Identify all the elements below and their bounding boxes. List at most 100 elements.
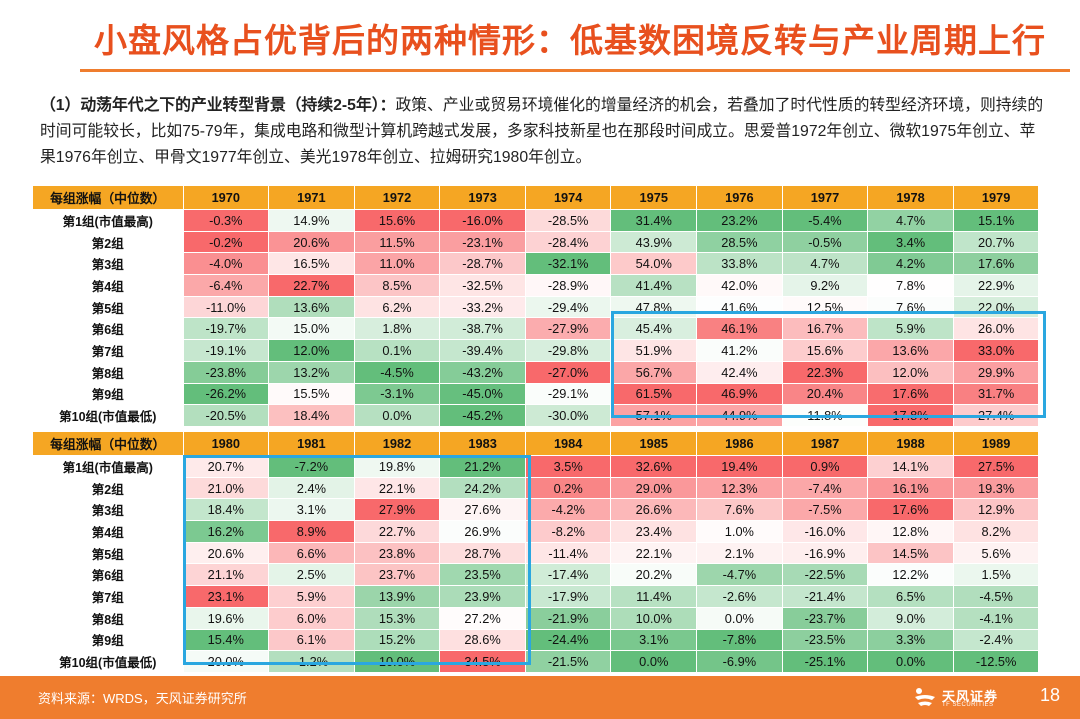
- table-row: 第9组 -26.2% 15.5% -3.1% -45.0% -29.1% 61.5% 46.9…: [33, 383, 1040, 406]
- value-cell: 27.2%: [439, 607, 526, 630]
- table-row: 第10组(市值最低) 20.0% -1.2% 10.0% 34.5% -21.5% 0.0%…: [33, 650, 1040, 673]
- value-cell: 13.6%: [867, 339, 954, 362]
- row-label: 第10组(市值最低): [33, 404, 184, 427]
- year-header-1980: 1980: [183, 432, 270, 456]
- value-cell: -16.0%: [439, 209, 526, 232]
- value-cell: 56.7%: [610, 361, 698, 384]
- value-cell: 0.0%: [696, 607, 783, 630]
- table-row: 第3组 -4.0% 16.5% 11.0% -28.7% -32.1% 54.0% 33.8%…: [33, 252, 1040, 276]
- value-cell: -23.8%: [183, 361, 270, 384]
- value-cell: 19.6%: [183, 607, 270, 630]
- value-cell: 23.2%: [696, 209, 783, 232]
- intro-paragraph: （1）动荡年代之下的产业转型背景（持续2-5年）：政策、产业或贸易环境催化的增量…: [40, 93, 1045, 171]
- returns-table-1970s: 每组涨幅（中位数） 1970 1971 1972 1973 1974 1975 1976 197…: [33, 186, 1040, 427]
- header-label: 每组涨幅（中位数）: [33, 432, 184, 456]
- value-cell: 23.5%: [439, 563, 526, 587]
- value-cell: 20.0%: [183, 650, 270, 673]
- row-label: 第9组: [33, 629, 184, 652]
- value-cell: 13.2%: [268, 361, 355, 384]
- value-cell: 2.1%: [696, 542, 783, 565]
- value-cell: -30.0%: [525, 404, 612, 427]
- value-cell: 28.5%: [696, 231, 783, 254]
- value-cell: 5.9%: [268, 585, 355, 608]
- page-number: 18: [1040, 685, 1061, 705]
- value-cell: 8.9%: [268, 520, 355, 543]
- value-cell: 27.9%: [354, 498, 441, 522]
- value-cell: -19.1%: [183, 339, 270, 362]
- value-cell: 23.7%: [354, 563, 441, 587]
- value-cell: -23.7%: [782, 607, 869, 630]
- paragraph-body: 政策、产业或贸易环境催化的增量经济的机会，若叠加了时代性质的转型经济环境，则持续…: [40, 97, 1044, 166]
- value-cell: 4.7%: [867, 209, 954, 232]
- value-cell: -45.0%: [439, 383, 526, 406]
- returns-table-1980s: 每组涨幅（中位数） 1980 1981 1982 1983 1984 1985 1986 198…: [33, 432, 1040, 673]
- value-cell: 14.9%: [268, 209, 355, 232]
- table-row: 第2组 -0.2% 20.6% 11.5% -23.1% -28.4% 43.9% 28.5%…: [33, 231, 1040, 254]
- value-cell: -4.7%: [696, 563, 783, 587]
- year-header-1987: 1987: [782, 432, 869, 456]
- value-cell: -33.2%: [439, 296, 526, 319]
- value-cell: 20.7%: [953, 231, 1040, 254]
- value-cell: -19.7%: [183, 317, 270, 341]
- value-cell: 6.6%: [268, 542, 355, 565]
- year-header-1971: 1971: [268, 186, 355, 210]
- value-cell: 15.2%: [354, 629, 441, 652]
- value-cell: -38.7%: [439, 317, 526, 341]
- value-cell: 31.7%: [953, 383, 1040, 406]
- table-row: 第9组 15.4% 6.1% 15.2% 28.6% -24.4% 3.1% -7.8% -23…: [33, 629, 1040, 652]
- row-label: 第3组: [33, 252, 184, 276]
- value-cell: -17.9%: [525, 585, 612, 608]
- value-cell: 0.2%: [525, 477, 612, 500]
- value-cell: -22.5%: [782, 563, 869, 587]
- value-cell: -1.2%: [268, 650, 355, 673]
- value-cell: 3.5%: [525, 455, 612, 478]
- value-cell: -4.1%: [953, 607, 1040, 630]
- value-cell: 12.0%: [268, 339, 355, 362]
- value-cell: 13.6%: [268, 296, 355, 319]
- value-cell: -25.1%: [782, 650, 869, 673]
- value-cell: 12.0%: [867, 361, 954, 384]
- row-label: 第6组: [33, 563, 184, 587]
- row-label: 第5组: [33, 542, 184, 565]
- value-cell: 15.5%: [268, 383, 355, 406]
- value-cell: -23.5%: [782, 629, 869, 652]
- value-cell: -7.5%: [782, 498, 869, 522]
- value-cell: 0.9%: [782, 455, 869, 478]
- table-header-row: 每组涨幅（中位数） 1980 1981 1982 1983 1984 1985 1986 198…: [33, 432, 1040, 456]
- value-cell: 45.4%: [610, 317, 698, 341]
- value-cell: 22.9%: [953, 274, 1040, 297]
- value-cell: -2.6%: [696, 585, 783, 608]
- value-cell: -26.2%: [183, 383, 270, 406]
- value-cell: -0.3%: [183, 209, 270, 232]
- row-label: 第8组: [33, 361, 184, 384]
- value-cell: 21.1%: [183, 563, 270, 587]
- year-header-1976: 1976: [696, 186, 783, 210]
- value-cell: -7.2%: [268, 455, 355, 478]
- paragraph-lead: （1）动荡年代之下的产业转型背景（持续2-5年）：: [40, 97, 396, 114]
- year-header-1977: 1977: [782, 186, 869, 210]
- value-cell: 13.9%: [354, 585, 441, 608]
- year-header-1981: 1981: [268, 432, 355, 456]
- year-header-1982: 1982: [354, 432, 441, 456]
- highlight-box-1975-1979-small-caps: [611, 311, 1046, 418]
- row-label: 第5组: [33, 296, 184, 319]
- year-header-1978: 1978: [867, 186, 954, 210]
- value-cell: -16.9%: [782, 542, 869, 565]
- table-row: 第7组 -19.1% 12.0% 0.1% -39.4% -29.8% 51.9% 41.2%…: [33, 339, 1040, 362]
- value-cell: -29.4%: [525, 296, 612, 319]
- value-cell: -2.4%: [953, 629, 1040, 652]
- value-cell: -29.1%: [525, 383, 612, 406]
- tf-logo-icon: [915, 688, 935, 706]
- value-cell: 2.5%: [268, 563, 355, 587]
- table-row: 第6组 21.1% 2.5% 23.7% 23.5% -17.4% 20.2% -4.7% -2…: [33, 563, 1040, 587]
- value-cell: 42.4%: [696, 361, 783, 384]
- value-cell: -0.5%: [782, 231, 869, 254]
- value-cell: -0.2%: [183, 231, 270, 254]
- value-cell: 26.6%: [610, 498, 698, 522]
- value-cell: -28.9%: [525, 274, 612, 297]
- value-cell: 23.8%: [354, 542, 441, 565]
- value-cell: 22.1%: [610, 542, 698, 565]
- table-row: 第8组 19.6% 6.0% 15.3% 27.2% -21.9% 10.0% 0.0% -23…: [33, 607, 1040, 630]
- value-cell: 22.3%: [782, 361, 869, 384]
- value-cell: 46.1%: [696, 317, 783, 341]
